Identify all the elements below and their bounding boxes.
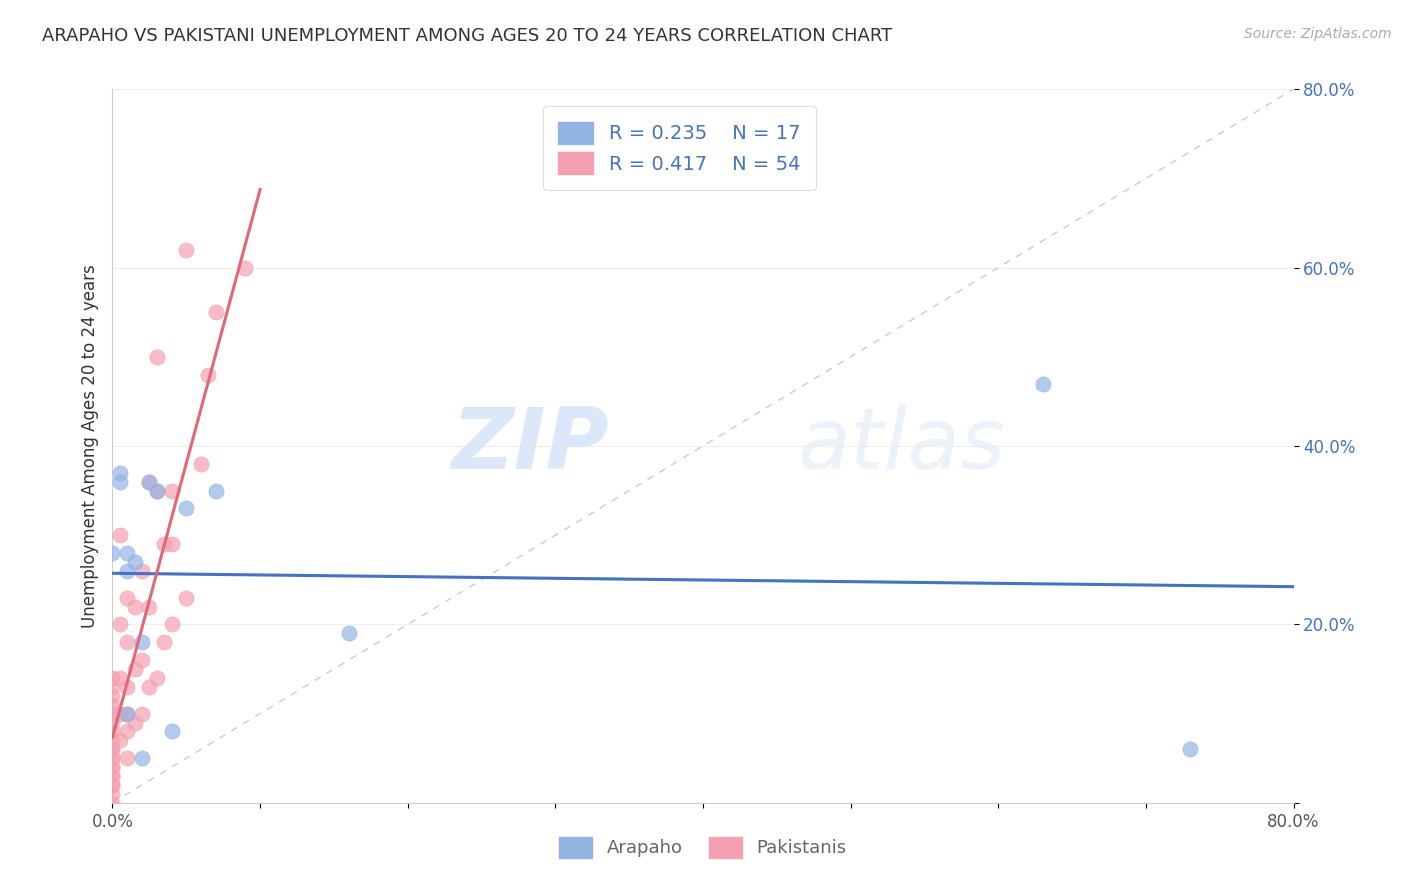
Point [117,706,138,721]
Point [108,733,131,747]
Point [1032,376,1054,391]
Point [124,662,146,676]
Point [101,680,124,694]
Point [108,671,131,685]
Point [153,537,176,551]
Point [1178,742,1201,756]
Point [138,599,160,614]
Point [117,564,138,578]
Point [101,742,124,756]
Point [190,457,212,471]
Point [108,466,131,480]
Point [101,689,124,703]
Point [101,751,124,765]
Text: Source: ZipAtlas.com: Source: ZipAtlas.com [1244,27,1392,41]
Point [101,706,124,721]
Point [124,715,146,730]
Legend: Arapaho, Pakistanis: Arapaho, Pakistanis [553,830,853,865]
Point [160,724,183,739]
Point [174,501,197,516]
Point [117,635,138,649]
Point [101,769,124,783]
Point [117,546,138,560]
Point [205,483,228,498]
Point [160,537,183,551]
Point [101,778,124,792]
Point [138,680,160,694]
Point [101,760,124,774]
Point [146,483,169,498]
Point [160,483,183,498]
Point [101,546,124,560]
Point [131,751,153,765]
Point [101,715,124,730]
Point [233,260,256,275]
Point [337,626,360,640]
Point [101,796,124,810]
Point [174,591,197,605]
Point [101,787,124,801]
Point [174,243,197,257]
Point [108,475,131,489]
Point [146,483,169,498]
Point [160,617,183,632]
Y-axis label: Unemployment Among Ages 20 to 24 years: Unemployment Among Ages 20 to 24 years [80,264,98,628]
Point [124,599,146,614]
Point [117,724,138,739]
Text: ARAPAHO VS PAKISTANI UNEMPLOYMENT AMONG AGES 20 TO 24 YEARS CORRELATION CHART: ARAPAHO VS PAKISTANI UNEMPLOYMENT AMONG … [42,27,893,45]
Point [101,724,124,739]
Point [101,742,124,756]
Point [101,778,124,792]
Point [108,528,131,542]
Point [101,751,124,765]
Point [138,475,160,489]
Point [117,751,138,765]
Point [197,368,219,382]
Text: ZIP: ZIP [451,404,609,488]
Point [117,591,138,605]
Point [108,706,131,721]
Point [108,617,131,632]
Point [138,475,160,489]
Point [131,706,153,721]
Point [117,680,138,694]
Point [124,555,146,569]
Point [101,733,124,747]
Point [153,635,176,649]
Point [131,635,153,649]
Point [117,706,138,721]
Point [101,671,124,685]
Point [205,305,228,319]
Point [146,671,169,685]
Text: atlas: atlas [797,404,1005,488]
Point [131,564,153,578]
Point [146,350,169,364]
Point [101,760,124,774]
Point [131,653,153,667]
Point [101,698,124,712]
Point [101,769,124,783]
